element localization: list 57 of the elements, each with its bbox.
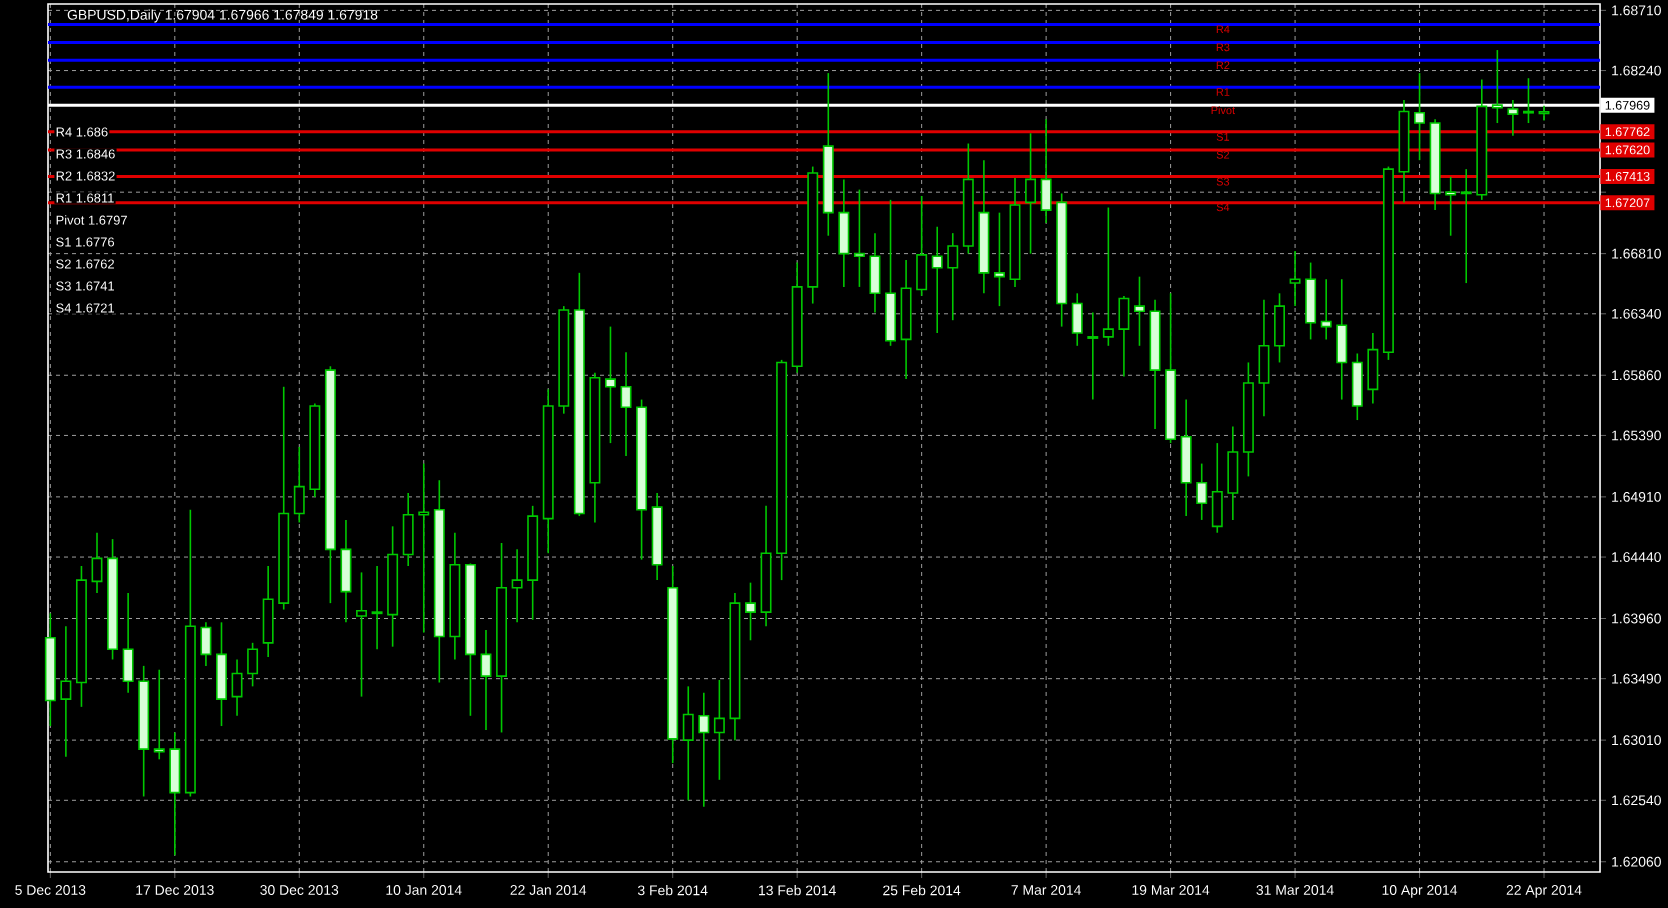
candlestick [682,685,694,802]
candlestick [1118,295,1130,378]
candlestick [356,571,367,698]
candlestick [1305,261,1317,341]
candlestick [1367,332,1379,405]
candlestick [1087,311,1099,401]
candlestick [1414,72,1426,161]
candlestick [1507,99,1519,137]
candlestick [838,178,850,288]
candlestick [1320,278,1332,341]
candlestick [511,548,523,624]
candlestick [931,225,943,334]
candlestick [1258,298,1270,418]
candlestick [947,232,959,321]
candlestick [993,211,1005,307]
candlestick [916,195,928,297]
candlestick [1460,168,1472,284]
candlestick [200,621,212,667]
candlestick [153,668,165,761]
candlestick [60,625,72,758]
candlestick [216,621,227,727]
candlestick [402,492,414,567]
candlestick [1211,442,1223,534]
candlestick [1134,275,1145,347]
candlestick [247,642,259,688]
candlestick [1336,278,1348,401]
candlestick [1102,206,1114,347]
candlestick [480,629,492,731]
candlestick [1071,292,1083,347]
candlestick [698,691,710,808]
candlestick [262,565,274,658]
candlestick [1445,176,1457,237]
candlestick [371,565,383,651]
candlestick [1227,425,1239,521]
candlestick [713,679,725,781]
candlestick [169,731,181,857]
candlestick [869,232,881,314]
candlestick [885,199,896,347]
candlestick [1180,398,1192,517]
candlestick [745,581,756,642]
candlestick [1196,462,1208,521]
candlestick [1274,292,1285,364]
candlestick [620,351,632,457]
candlestick [853,188,865,288]
candlestick [1351,352,1363,421]
candlestick [605,325,616,444]
candlestick [122,592,134,694]
candlestick [418,462,430,634]
candlestick [1025,132,1037,255]
candlestick [1040,118,1052,224]
candlestick [91,531,103,594]
candlestick [340,519,352,624]
candlestick [293,446,305,524]
candlestick [1491,49,1503,124]
candlestick [1522,77,1534,124]
candlestick [1289,250,1301,307]
candlestick [231,658,243,717]
